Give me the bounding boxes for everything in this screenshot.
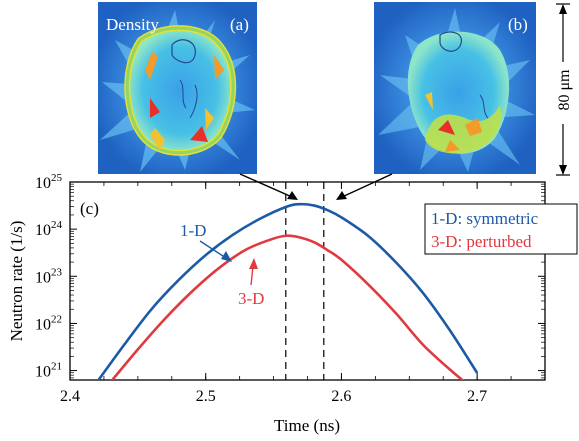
- annotation-3d-label: 3-D: [238, 289, 264, 308]
- scale-bar-label: 80 μm: [556, 69, 573, 111]
- curves: [96, 202, 479, 380]
- legend: 1-D: symmetric 3-D: perturbed: [424, 203, 578, 255]
- tick-labels: 2.4 2.5 2.6 2.7 1021 1022 1023 1024 1025: [35, 172, 487, 405]
- inset-a-label: (a): [230, 15, 249, 34]
- scale-bar: 80 μm: [554, 3, 573, 176]
- y-tick-label: 1021: [35, 361, 62, 381]
- annotation-1d-label: 1-D: [180, 221, 206, 240]
- y-tick-label: 1023: [35, 266, 63, 286]
- x-tick-label: 2.4: [60, 388, 80, 405]
- series-line-symmetric: [96, 202, 479, 380]
- y-axis-label: Neutron rate (1/s): [7, 221, 26, 342]
- legend-entry-perturbed: 3-D: perturbed: [431, 232, 532, 251]
- annotation-1d: 1-D: [180, 221, 232, 262]
- inset-a: [98, 2, 257, 174]
- y-tick-label: 1024: [35, 219, 63, 239]
- x-tick-label: 2.6: [331, 388, 351, 405]
- inset-connectors: [239, 173, 393, 200]
- panel-label: (c): [80, 199, 99, 218]
- inset-b: [374, 2, 536, 174]
- inset-b-label: (b): [508, 15, 528, 34]
- y-tick-label: 1022: [35, 313, 62, 333]
- x-tick-label: 2.7: [467, 388, 487, 405]
- y-tick-label: 1025: [35, 172, 63, 192]
- legend-entry-symmetric: 1-D: symmetric: [431, 209, 539, 228]
- plot-area: 2.4 2.5 2.6 2.7 1021 1022 1023 1024 1025: [35, 172, 546, 405]
- x-axis-label: Time (ns): [274, 416, 340, 435]
- annotation-3d: 3-D: [238, 258, 264, 308]
- inset-a-title: Density: [106, 15, 159, 34]
- series-line-perturbed: [110, 234, 465, 380]
- time-markers: [285, 182, 325, 380]
- x-tick-label: 2.5: [196, 388, 216, 405]
